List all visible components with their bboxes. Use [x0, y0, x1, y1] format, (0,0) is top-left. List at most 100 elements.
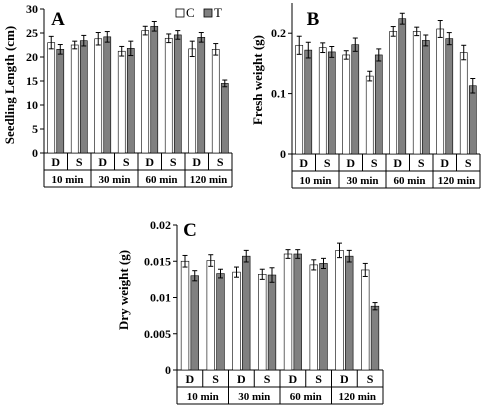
group-label: 30 min: [346, 175, 378, 187]
category-label: D: [145, 155, 154, 169]
bar-T-1: [216, 273, 225, 371]
y-tick-label: 0.2: [271, 26, 286, 40]
bar-T-6: [197, 37, 206, 154]
category-label: S: [418, 156, 425, 170]
bar-T-6: [445, 38, 454, 155]
panel-label: B: [307, 9, 320, 30]
group-label: 30 min: [238, 391, 270, 403]
category-label: S: [170, 155, 177, 169]
bar-T-7: [468, 85, 477, 155]
y-tick-label: 0.01: [150, 291, 171, 305]
y-tick-label: 0.015: [144, 254, 171, 268]
category-label: S: [465, 156, 472, 170]
bar-T-2: [242, 255, 251, 371]
group-label: 10 min: [51, 174, 83, 186]
y-tick-label: 30: [26, 2, 38, 16]
category-label: D: [98, 155, 107, 169]
y-tick-label: 0: [165, 363, 171, 377]
chart-panel-A: 0 5 10 15 20 25 30 Seedling Length (cm) A D S D S D S D…: [2, 2, 233, 188]
category-label: S: [324, 156, 331, 170]
bar-C-5: [309, 264, 318, 371]
bar-C-1: [70, 44, 79, 154]
category-label: D: [237, 372, 246, 386]
bar-T-2: [351, 44, 360, 155]
bar-T-7: [220, 83, 229, 154]
bar-T-2: [103, 36, 112, 154]
bar-C-6: [436, 28, 445, 155]
bar-C-1: [206, 260, 215, 371]
panel-label: C: [183, 220, 197, 241]
bar-C-2: [342, 54, 351, 155]
bar-T-0: [190, 275, 199, 371]
bar-C-4: [141, 30, 150, 154]
group-label: 120 min: [190, 174, 228, 186]
y-tick-label: 5: [32, 122, 38, 136]
y-tick-label: 0.1: [271, 87, 286, 101]
y-tick-label: 25: [26, 26, 38, 40]
category-label: S: [123, 155, 130, 169]
bar-T-0: [304, 49, 313, 155]
category-label: D: [289, 372, 298, 386]
category-label: D: [346, 156, 355, 170]
y-tick-label: 10: [26, 98, 38, 112]
bar-C-7: [211, 49, 220, 154]
group-label: 60 min: [393, 175, 425, 187]
group-label: 60 min: [290, 391, 322, 403]
y-tick-label: 0: [280, 147, 286, 161]
bar-C-5: [412, 31, 421, 155]
legend-swatch-T: [203, 8, 213, 18]
bar-C-4: [389, 31, 398, 155]
bar-T-7: [370, 305, 380, 371]
category-label: S: [315, 372, 322, 386]
y-axis-label: Dry weight (g): [116, 250, 131, 330]
bar-T-4: [293, 253, 302, 371]
y-tick-label: 15: [26, 74, 38, 88]
y-tick-label: 20: [26, 50, 38, 64]
legend-label-C: C: [186, 5, 195, 20]
category-label: S: [76, 155, 83, 169]
bar-T-3: [126, 48, 135, 154]
bar-T-5: [319, 263, 328, 371]
bar-C-0: [180, 260, 190, 371]
category-label: S: [217, 155, 224, 169]
y-axis-label: Fresh weight (g): [250, 35, 265, 125]
bar-T-3: [267, 274, 277, 371]
bar-T-1: [79, 40, 88, 154]
group-label: 10 min: [187, 391, 219, 403]
y-tick-label: 0.02: [150, 218, 171, 232]
group-label: 10 min: [299, 175, 331, 187]
chart-panel-C: 0 0.005 0.01 0.015 0.02 Dry weight (g) C D S D S D S…: [116, 218, 384, 405]
bar-T-1: [327, 51, 336, 155]
bar-T-4: [150, 25, 159, 154]
bar-C-3: [117, 50, 126, 154]
group-label: 120 min: [438, 175, 476, 187]
y-tick-label: 0: [32, 146, 38, 160]
bar-T-6: [345, 255, 354, 371]
panel-label: A: [51, 9, 65, 30]
bar-C-7: [459, 52, 468, 155]
legend-swatch-C: [175, 8, 185, 18]
category-label: S: [264, 372, 271, 386]
category-label: D: [192, 155, 201, 169]
bar-C-6: [335, 250, 344, 371]
category-label: D: [186, 372, 195, 386]
bar-T-0: [56, 49, 65, 154]
category-label: S: [371, 156, 378, 170]
bar-T-5: [421, 40, 430, 155]
group-label: 60 min: [145, 174, 177, 186]
bar-C-3: [365, 75, 374, 155]
category-label: D: [51, 155, 60, 169]
y-axis-label: Seedling Length (cm): [2, 26, 17, 144]
bar-C-6: [188, 48, 197, 154]
category-label: D: [440, 156, 449, 170]
category-label: S: [212, 372, 219, 386]
category-label: D: [299, 156, 308, 170]
bar-C-5: [164, 37, 173, 154]
bar-T-5: [173, 34, 182, 154]
category-label: S: [367, 372, 374, 386]
bar-C-0: [295, 44, 304, 155]
bar-C-3: [258, 273, 267, 371]
legend-label-T: T: [214, 5, 222, 20]
group-label: 120 min: [338, 391, 376, 403]
bar-C-4: [283, 253, 293, 371]
